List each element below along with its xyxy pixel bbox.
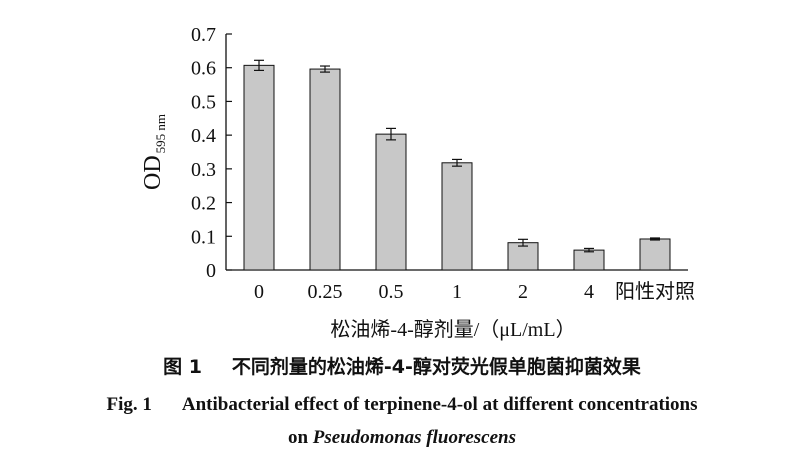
y-tick-label: 0.6: [191, 58, 216, 80]
x-tick-label: 阳性对照: [615, 280, 695, 303]
y-tick-label: 0.5: [191, 91, 216, 113]
bar: [507, 242, 539, 271]
bar: [243, 64, 275, 271]
y-tick-label: 0.7: [191, 24, 216, 46]
x-tick-label: 0.5: [379, 281, 404, 303]
y-tick-label: 0.2: [191, 193, 216, 215]
bar-chart: 0 0.1 0.2 0.3 0.4 0.5 0.6 0.7 0 0.25 0.5 1 2 4 阳性对照 松…: [140, 24, 695, 341]
caption-en-line2-prefix: on: [287, 427, 309, 448]
caption-en-line1: Antibacterial effect of terpinene-4-ol a…: [181, 394, 698, 415]
y-tick-label: 0.1: [191, 226, 216, 248]
error-bars: [254, 59, 660, 253]
caption-cn-label: 图 1: [163, 356, 202, 378]
y-axis-label: OD 595 nm: [140, 114, 168, 190]
bar: [573, 249, 605, 271]
x-tick-label: 0: [254, 281, 264, 303]
x-tick-label: 2: [518, 281, 528, 303]
caption-en-line2-italic: Pseudomonas fluorescens: [312, 427, 517, 448]
caption-chinese: 图 1 不同剂量的松油烯-4-醇对荧光假单胞菌抑菌效果: [0, 352, 804, 379]
caption-english-line1: Fig. 1 Antibacterial effect of terpinene-…: [0, 394, 804, 416]
x-axis-label: 松油烯-4-醇剂量/（μL/mL）: [330, 318, 575, 341]
bar: [441, 162, 473, 271]
y-tick-label: 0: [206, 260, 216, 282]
x-tick-label: 1: [452, 281, 462, 303]
y-axis: 0 0.1 0.2 0.3 0.4 0.5 0.6 0.7: [191, 24, 232, 282]
y-tick-label: 0.3: [191, 159, 216, 181]
x-axis: 0 0.25 0.5 1 2 4 阳性对照: [226, 269, 695, 303]
caption-english-line2: on Pseudomonas fluorescens: [0, 427, 804, 449]
bar: [375, 133, 407, 271]
y-tick-label: 0.4: [191, 125, 216, 147]
x-tick-label: 4: [584, 281, 594, 303]
bars: [243, 64, 671, 271]
bar: [639, 238, 671, 271]
y-axis-label-main: OD: [140, 155, 166, 190]
bar: [309, 68, 341, 271]
caption-en-label: Fig. 1: [106, 394, 152, 415]
caption-cn-text: 不同剂量的松油烯-4-醇对荧光假单胞菌抑菌效果: [231, 356, 641, 378]
x-tick-label: 0.25: [308, 281, 343, 303]
y-axis-label-sub: 595 nm: [153, 114, 168, 153]
